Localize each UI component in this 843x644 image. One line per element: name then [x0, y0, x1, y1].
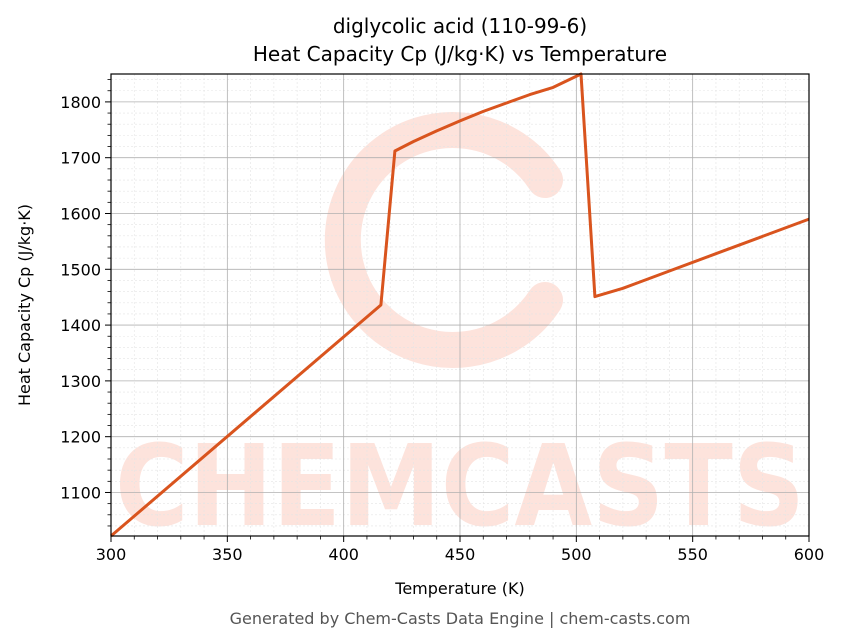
- x-tick-label: 300: [96, 545, 127, 564]
- y-tick-label: 1600: [60, 204, 101, 223]
- y-tick-label: 1700: [60, 149, 101, 168]
- y-axis-label: Heat Capacity Cp (J/kg·K): [15, 204, 34, 406]
- x-tick-label: 400: [328, 545, 359, 564]
- y-axis: 1100 1200 1300 1400 1500 1600 1700 1800: [60, 79, 111, 527]
- plot-area: CHEMCASTS: [110, 72, 810, 552]
- y-tick-label: 1300: [60, 372, 101, 391]
- watermark-logo: [324, 112, 563, 368]
- x-tick-label: 450: [445, 545, 476, 564]
- series-line-heat-capacity: [110, 72, 810, 538]
- y-tick-label: 1400: [60, 316, 101, 335]
- x-tick-label: 600: [794, 545, 825, 564]
- x-tick-label: 350: [212, 545, 243, 564]
- x-axis: 300 350 400 450 500 550 600: [96, 536, 825, 564]
- y-tick-label: 1200: [60, 428, 101, 447]
- x-axis-label: Temperature (K): [394, 579, 524, 598]
- footer-credit: Generated by Chem-Casts Data Engine | ch…: [230, 609, 691, 628]
- x-tick-label: 550: [677, 545, 708, 564]
- y-tick-label: 1800: [60, 93, 101, 112]
- y-tick-label: 1100: [60, 483, 101, 502]
- chart-subtitle: Heat Capacity Cp (J/kg·K) vs Temperature: [253, 42, 667, 66]
- x-tick-label: 500: [561, 545, 592, 564]
- chart-title: diglycolic acid (110-99-6): [333, 14, 587, 38]
- y-tick-label: 1500: [60, 260, 101, 279]
